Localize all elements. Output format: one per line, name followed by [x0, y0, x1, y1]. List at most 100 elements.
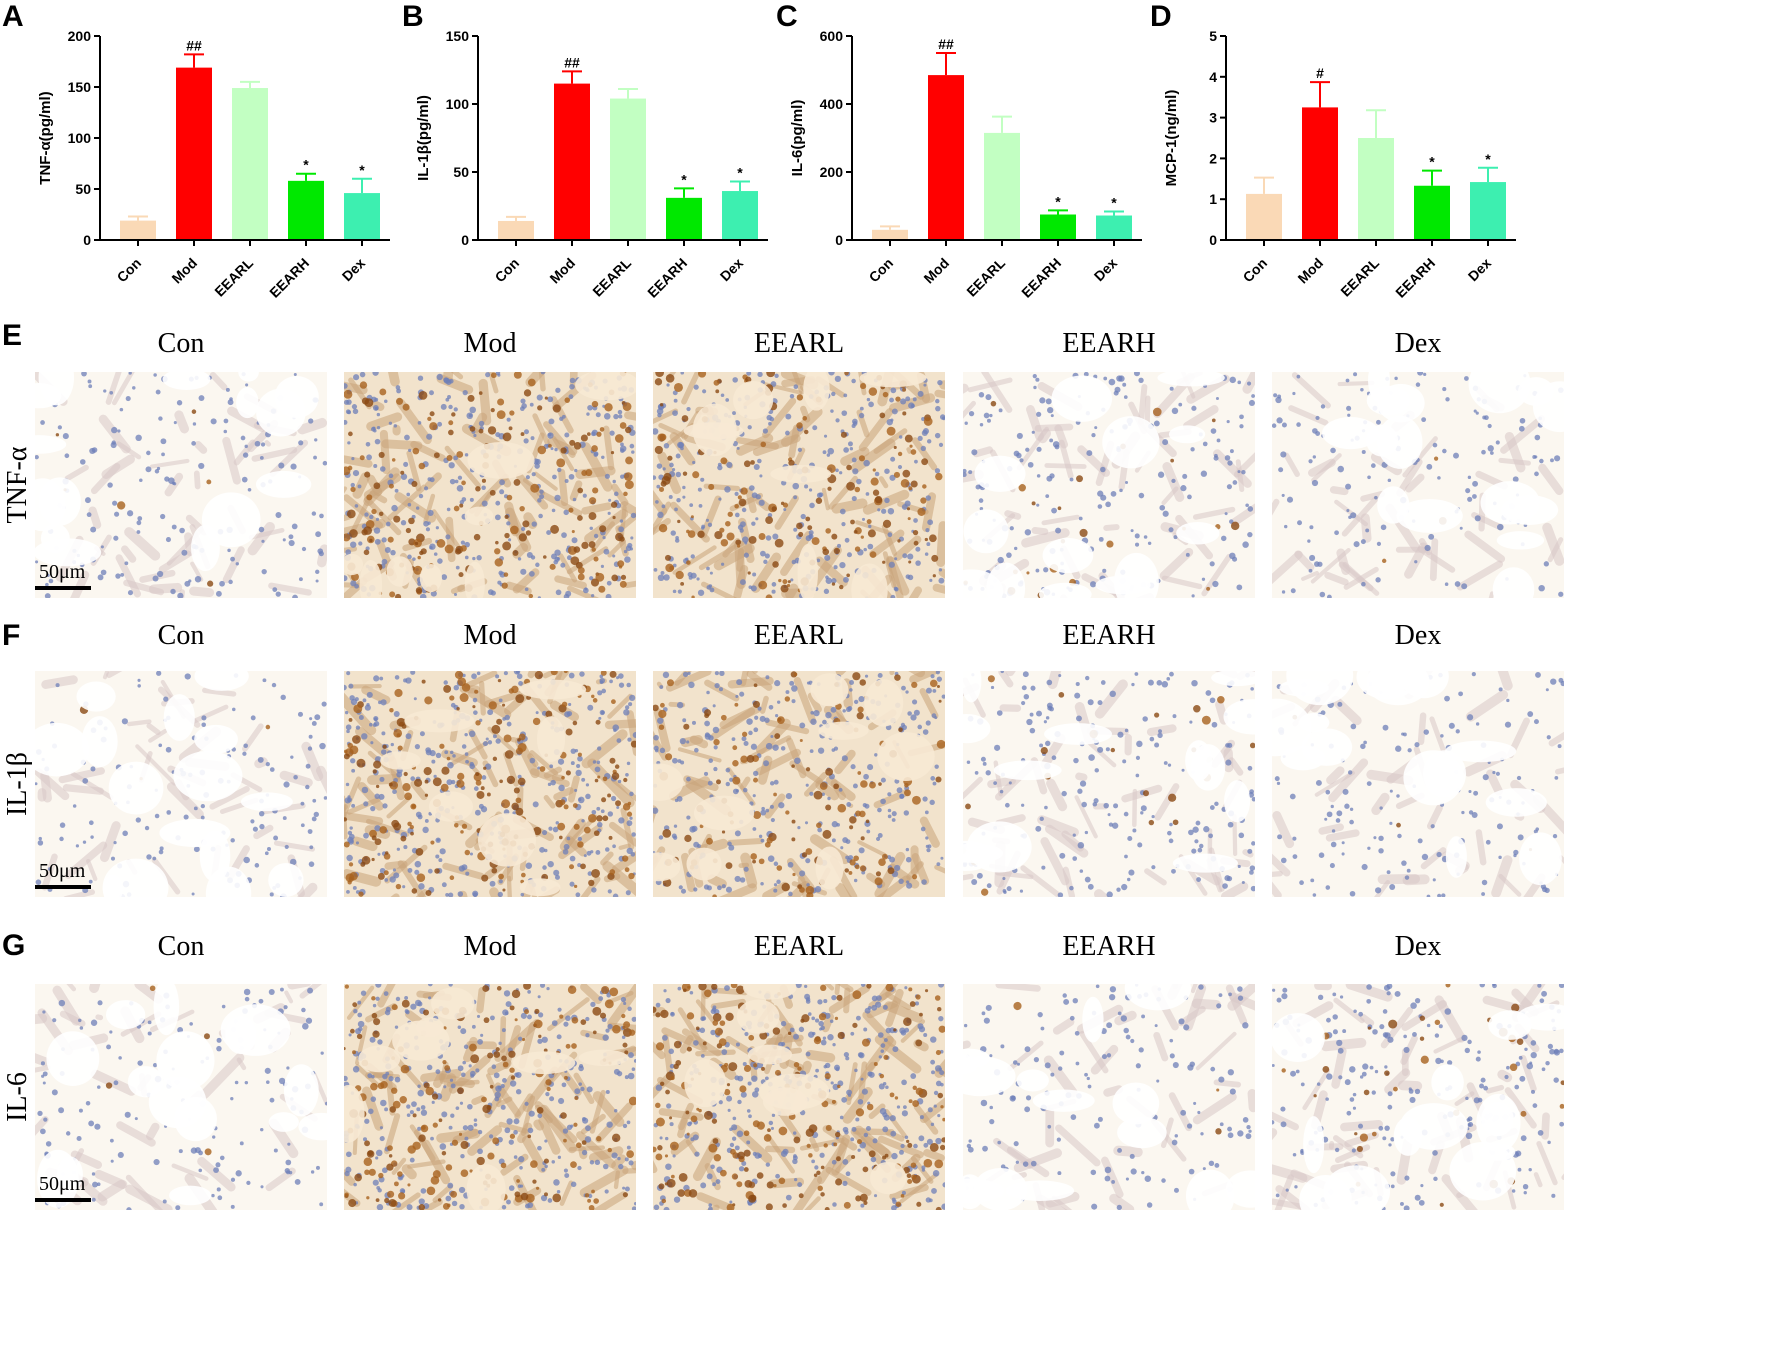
nucleus — [200, 804, 205, 809]
nucleus — [465, 871, 470, 876]
tissue-strand — [568, 1145, 606, 1152]
nucleus — [767, 855, 775, 863]
nucleus — [1251, 797, 1255, 802]
tissue-strand — [487, 372, 499, 394]
micrograph — [344, 984, 636, 1210]
nucleus — [409, 1110, 414, 1115]
nucleus — [375, 1156, 379, 1160]
tissue-strand — [1326, 766, 1345, 785]
nucleus — [1401, 860, 1407, 866]
positive-stain — [482, 1104, 491, 1114]
nucleus — [614, 1109, 618, 1113]
nucleus — [383, 991, 389, 996]
nucleus — [839, 561, 846, 569]
nucleus — [891, 811, 897, 817]
nucleus — [849, 680, 855, 685]
nucleus — [1185, 552, 1190, 557]
nucleus — [625, 772, 629, 777]
nucleus — [532, 801, 539, 808]
alveolar-space — [431, 987, 475, 1020]
nucleus — [581, 819, 585, 823]
nucleus — [551, 508, 556, 513]
nucleus — [453, 685, 459, 691]
positive-stain — [758, 580, 768, 590]
nucleus — [721, 884, 726, 889]
group-title: Mod — [464, 931, 517, 962]
nucleus — [420, 1109, 428, 1116]
nucleus — [613, 413, 619, 420]
positive-stain — [398, 1192, 406, 1200]
nucleus — [460, 540, 466, 545]
nucleus — [673, 398, 678, 403]
nucleus — [661, 504, 666, 509]
nucleus — [1495, 440, 1500, 445]
positive-stain — [1433, 456, 1439, 461]
alveolar-space — [46, 1031, 100, 1086]
nucleus — [162, 1199, 167, 1204]
positive-stain — [378, 451, 385, 458]
positive-stain — [846, 464, 852, 471]
nucleus — [691, 825, 698, 832]
tissue-strand — [1044, 463, 1087, 469]
nucleus — [230, 838, 235, 843]
tissue-strand — [388, 372, 400, 387]
nucleus — [539, 489, 544, 494]
positive-stain — [917, 507, 926, 516]
nucleus — [582, 1117, 589, 1124]
positive-stain — [882, 853, 888, 860]
nucleus — [1045, 716, 1050, 720]
nucleus — [633, 1058, 636, 1063]
nucleus — [561, 532, 567, 538]
positive-stain — [412, 1141, 421, 1150]
nucleus — [352, 886, 357, 890]
nucleus — [612, 893, 619, 897]
positive-stain — [449, 875, 455, 880]
positive-stain — [583, 826, 591, 834]
nucleus — [679, 737, 686, 745]
nucleus — [345, 1151, 352, 1158]
nucleus — [407, 867, 413, 873]
positive-stain — [893, 445, 897, 449]
nucleus — [372, 404, 379, 411]
micrograph — [653, 671, 945, 897]
nucleus — [368, 1108, 374, 1115]
nucleus — [544, 1164, 548, 1169]
tissue-strand — [792, 1175, 823, 1210]
nucleus — [706, 885, 712, 891]
positive-stain — [750, 853, 758, 860]
nucleus — [271, 682, 277, 688]
bar — [1414, 185, 1450, 240]
positive-stain — [938, 699, 942, 703]
nucleus — [417, 375, 424, 381]
nucleus — [900, 398, 907, 405]
nucleus — [1109, 690, 1116, 698]
alveolar-space — [993, 760, 1062, 781]
nucleus — [173, 421, 177, 425]
positive-stain — [681, 415, 689, 422]
nucleus — [286, 1066, 290, 1070]
nucleus — [789, 393, 795, 399]
nucleus — [830, 706, 837, 713]
nucleus — [1239, 414, 1244, 420]
nucleus — [1061, 790, 1067, 797]
alveolar-space — [1172, 853, 1238, 873]
nucleus — [1465, 488, 1471, 494]
nucleus — [498, 570, 504, 576]
nucleus — [654, 748, 659, 753]
nucleus — [712, 704, 716, 708]
alveolar-space — [380, 751, 421, 770]
nucleus — [739, 877, 746, 883]
nucleus — [1132, 828, 1137, 833]
nucleus — [471, 1024, 476, 1029]
nucleus — [443, 377, 449, 383]
nucleus — [406, 1113, 411, 1118]
nucleus — [106, 1044, 112, 1050]
nucleus — [414, 744, 420, 750]
positive-stain — [481, 874, 489, 882]
positive-stain — [499, 779, 503, 784]
tissue-strand — [1272, 871, 1283, 877]
alveolar-space — [1298, 712, 1330, 733]
micrograph — [35, 671, 327, 897]
positive-stain — [816, 822, 822, 829]
